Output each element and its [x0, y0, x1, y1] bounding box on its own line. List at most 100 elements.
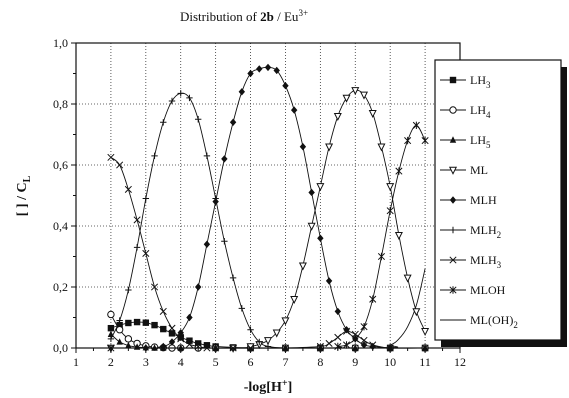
legend-label-main: MLOH [470, 283, 506, 297]
data-point-lh3 [168, 330, 176, 337]
data-point-ml [298, 262, 307, 271]
data-point-mlh2 [107, 335, 115, 343]
data-point-ml [394, 231, 403, 240]
legend-label: LH3 [470, 73, 491, 90]
legend-marker [449, 76, 457, 84]
legend-item-mlh2: MLH2 [440, 223, 501, 240]
data-point-mlh [186, 313, 193, 322]
data-point-ml [359, 91, 369, 100]
legend-item-ml: ML [440, 163, 488, 177]
data-point-ml [333, 113, 342, 122]
data-point-mlh3 [369, 341, 377, 349]
data-point-lh3 [125, 319, 132, 327]
legend-marker [449, 286, 457, 294]
y-tick-label: 1,0 [53, 36, 68, 50]
data-point-mlh2 [186, 94, 193, 102]
data-point-mlh3 [325, 339, 333, 347]
data-point-lh3 [186, 337, 193, 344]
data-point-lh5 [107, 330, 115, 337]
data-point-ml [421, 328, 430, 337]
data-point-ml [263, 337, 273, 346]
data-point-mlh [343, 326, 350, 334]
legend-marker [449, 226, 457, 234]
data-point-mloh [360, 322, 368, 331]
axis-ticks [71, 42, 461, 353]
legend-label-main: ML [470, 163, 488, 177]
data-point-lh3 [151, 321, 158, 329]
data-point-mlh [282, 82, 289, 90]
x-tick-label: 12 [454, 355, 466, 369]
chart-title-suffix: / Eu [274, 9, 299, 24]
data-point-mlh2 [203, 152, 211, 160]
data-point-mlh3 [185, 340, 194, 348]
y-tick-label: 0,0 [53, 341, 68, 355]
data-point-lh3 [107, 324, 115, 332]
data-point-mlh3 [360, 336, 368, 344]
data-point-mlh3 [124, 185, 132, 193]
data-point-ml [316, 183, 325, 192]
legend-marker [449, 256, 457, 264]
data-point-ml [351, 87, 360, 96]
data-point-mloh [351, 335, 359, 343]
legend-label: MLH3 [470, 253, 502, 270]
data-point-mlh2 [151, 152, 158, 160]
x-tick-label: 5 [213, 355, 219, 369]
data-point-mlh [221, 155, 228, 163]
data-point-mlh2 [247, 326, 254, 333]
data-point-lh3 [203, 342, 211, 349]
chart-title-compound: 2b [260, 9, 274, 24]
data-point-ml [281, 317, 290, 326]
data-point-mloh [404, 136, 412, 145]
data-point-mlh3 [133, 216, 141, 224]
legend-label: MLOH [470, 283, 506, 297]
legend-label: MLH2 [470, 223, 501, 240]
data-point-mlh2 [256, 338, 263, 346]
legend-label-main: LH [470, 73, 486, 87]
data-point-mlh3 [342, 327, 351, 335]
legend-item-mlh: MLH [440, 193, 497, 207]
data-point-mlh [360, 341, 368, 349]
data-point-lh3 [133, 318, 141, 326]
data-point-mlh [168, 338, 176, 346]
legend-label: LH4 [470, 103, 491, 120]
data-point-lh4 [115, 326, 124, 334]
x-tick-label: 3 [143, 355, 149, 369]
data-point-lh4 [107, 310, 115, 319]
x-axis-label: -log[H+] [244, 378, 292, 395]
data-point-mlh3 [334, 333, 342, 341]
legend-label-sub: 3 [497, 260, 502, 270]
y-axis-label-main: [ ] / C [15, 182, 30, 216]
data-point-ml [377, 143, 386, 152]
x-tick-label: 1 [73, 355, 79, 369]
legend-label-sub: 4 [486, 110, 491, 120]
data-point-mlh2 [177, 90, 184, 97]
x-tick-label: 10 [384, 355, 396, 369]
legend-item-mloh: MLOH [440, 283, 506, 297]
x-axis-label-sup: + [282, 378, 288, 389]
data-point-mlh2 [160, 119, 167, 126]
data-point-mlh3 [168, 324, 176, 332]
data-point-mlh [256, 65, 263, 73]
data-point-lh5 [116, 338, 123, 345]
data-point-mlh [299, 143, 307, 151]
data-point-mlh2 [125, 286, 132, 294]
legend-label-sub: 5 [486, 140, 491, 150]
data-point-mlh2 [168, 97, 176, 105]
data-point-mlh2 [133, 244, 141, 251]
x-tick-label: 4 [178, 355, 184, 369]
x-tick-label: 6 [248, 355, 254, 369]
legend-marker [449, 106, 457, 114]
data-point-lh3 [116, 321, 123, 329]
data-point-lh3 [194, 340, 202, 347]
x-tick-label: 11 [419, 355, 431, 369]
data-point-mlh [238, 88, 246, 96]
data-point-mlh3 [194, 342, 202, 351]
data-point-lh3 [160, 325, 167, 333]
x-axis-label-main: -log[H [244, 380, 282, 395]
data-point-lh3 [177, 334, 184, 341]
y-tick-label: 0,2 [53, 280, 68, 294]
data-point-ml [368, 109, 377, 118]
data-point-mlh [229, 118, 237, 126]
